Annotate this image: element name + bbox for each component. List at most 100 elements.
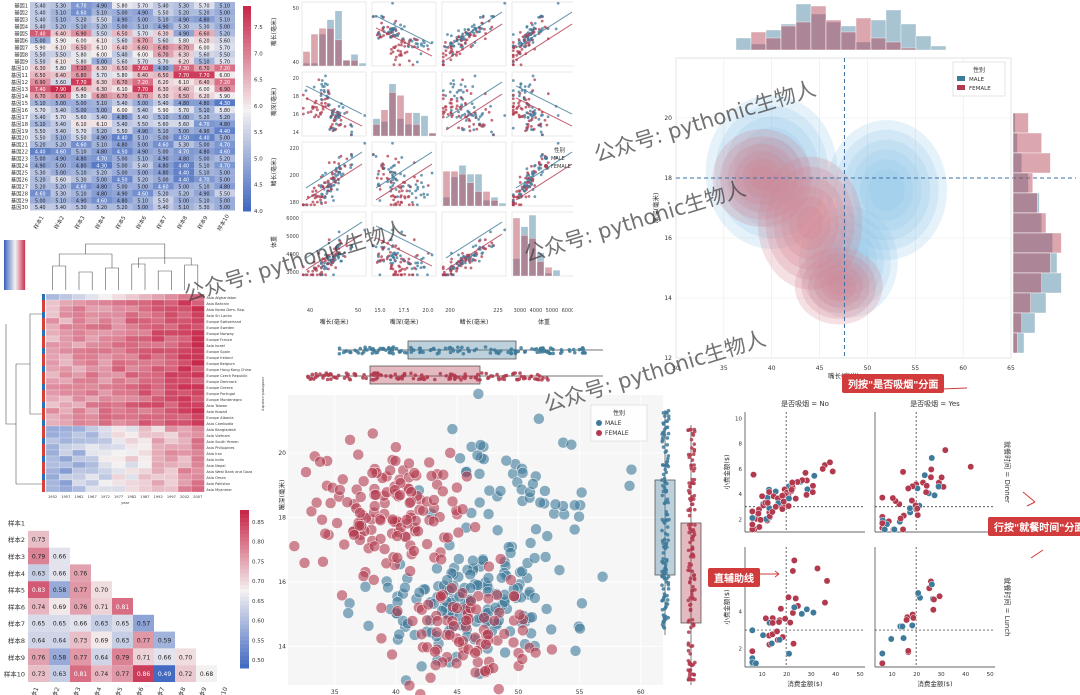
heatmap-cell (132, 196, 153, 204)
cluster-cell (151, 413, 165, 421)
corr-colorbar-segment (240, 596, 249, 602)
pairplot-regression-line (375, 225, 433, 255)
heatmap-cell (91, 141, 112, 148)
pairplot-point (331, 261, 335, 264)
pairplot-point (345, 110, 349, 114)
kde-female-contour (796, 206, 824, 240)
cluster-cell (138, 329, 152, 337)
heatmap-cell-value: 4.50 (117, 150, 128, 156)
pairplot-point (386, 25, 390, 29)
pairplot-ytick: 3000 (286, 270, 299, 276)
pairplot-point (387, 167, 391, 171)
pairplot-point (503, 114, 507, 117)
pairplot-point (327, 267, 330, 271)
pairplot-point (325, 192, 329, 195)
heatmap-row-label: 基因15 (11, 99, 28, 107)
heatmap-cell-value: 5.00 (137, 101, 148, 107)
pairplot-point (512, 101, 516, 105)
pairplot-point (455, 35, 459, 39)
kde-top-hist-female (795, 21, 812, 51)
facet-point (914, 511, 922, 519)
heatmap-cell (214, 113, 235, 121)
pairplot-point (517, 203, 521, 207)
top-box-point-female (490, 374, 495, 378)
pairplot-point (452, 44, 455, 48)
cluster-cell (177, 425, 192, 433)
cluster-cell (177, 377, 192, 385)
heatmap-cell-value: 5.00 (219, 205, 230, 211)
heatmap-cell-value: 4.60 (158, 143, 169, 149)
heatmap-cell-value: 5.80 (117, 73, 128, 79)
heatmap-cell (173, 106, 194, 114)
cluster-row-label: Europe Spain (206, 350, 230, 354)
cluster-cell (177, 485, 192, 493)
heatmap-cell (194, 189, 215, 197)
heatmap-cell-value: 4.60 (76, 11, 87, 17)
heatmap-row-label: 基因27 (11, 182, 28, 190)
cluster-cell (191, 455, 205, 463)
main-point-female (429, 645, 441, 658)
main-point-male (453, 553, 465, 565)
cluster-cell (151, 431, 165, 439)
heatmap-colorbar-segment (243, 79, 251, 85)
cluster-cell (138, 383, 152, 391)
pairplot-point (531, 89, 535, 92)
cluster-cell (164, 473, 179, 481)
heatmap-cell-value: 4.40 (117, 136, 128, 142)
cluster-cell (151, 473, 165, 481)
cluster-cell (125, 485, 139, 493)
cluster-row-label: Europe Albania (206, 416, 233, 420)
cluster-cell (45, 311, 60, 319)
pairplot-point (327, 161, 331, 165)
corr-colorbar-segment (240, 648, 249, 653)
heatmap-cell (194, 71, 215, 79)
heatmap-cell (71, 189, 92, 197)
heatmap-cell-value: 5.40 (117, 101, 128, 107)
main-point-female (344, 434, 356, 446)
main-point-male (500, 454, 513, 467)
corr-cell (133, 665, 154, 682)
right-box-point-male (661, 587, 666, 591)
corr-cell-value: 0.64 (32, 638, 46, 645)
heatmap-cell-value: 5.00 (96, 177, 107, 183)
heatmap-cell-value: 4.80 (178, 101, 189, 107)
facet-xtick: 30 (808, 672, 815, 678)
pairplot-point (473, 258, 477, 262)
pairplot-point (416, 42, 419, 46)
facet-point (930, 596, 938, 603)
pairplot-point (416, 261, 420, 265)
pairplot-point (491, 133, 495, 137)
cluster-cell (111, 359, 126, 367)
pairplot-point (455, 104, 459, 108)
main-point-female (482, 592, 495, 605)
top-box-point-female (473, 375, 477, 380)
heatmap-row-label: 基因19 (11, 127, 28, 135)
pairplot-point (468, 261, 472, 264)
heatmap-cell (112, 141, 133, 148)
pairplot-point (395, 178, 399, 182)
pairplot-point (343, 255, 347, 258)
top-box-point-female (479, 371, 484, 375)
right-box-point-female (693, 523, 697, 527)
facet-point (785, 593, 792, 601)
pairplot-point (457, 264, 461, 268)
pairplot-point (457, 89, 461, 92)
pairplot-hist-bar (450, 171, 459, 207)
pairplot-point (319, 88, 323, 92)
pairplot-point (315, 105, 318, 109)
facet-point (773, 627, 781, 635)
top-box-point-female (393, 372, 398, 377)
facet-grid: 是否吸烟 = No 是否吸烟 = Yes 就餐时间 = Dinner 就餐时间 = L… (705, 382, 1080, 695)
heatmap-cell (153, 161, 174, 169)
corr-colorbar-tick: 0.75 (252, 559, 265, 565)
pairplot-point (463, 85, 467, 88)
pairplot-point (469, 92, 473, 95)
right-box-point-female (687, 672, 692, 676)
top-box-point-male (348, 350, 353, 355)
cluster-cell (191, 437, 205, 445)
pairplot-point (539, 155, 543, 158)
pairplot-point (533, 108, 537, 112)
heatmap-cell (173, 36, 194, 44)
pairplot-point (396, 195, 400, 199)
facet-point (775, 618, 783, 626)
